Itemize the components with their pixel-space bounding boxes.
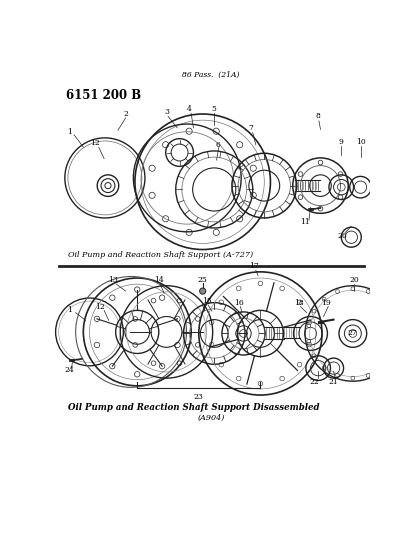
Text: 14: 14 bbox=[154, 276, 164, 284]
Text: 22: 22 bbox=[309, 378, 319, 386]
Text: 6151 200 B: 6151 200 B bbox=[66, 90, 141, 102]
Text: 19: 19 bbox=[321, 300, 331, 308]
Text: 20: 20 bbox=[349, 276, 359, 284]
Text: 9: 9 bbox=[339, 138, 344, 146]
Text: 7: 7 bbox=[249, 124, 254, 132]
Text: 15: 15 bbox=[201, 297, 211, 305]
Text: 10: 10 bbox=[356, 138, 365, 146]
Text: 2: 2 bbox=[123, 110, 128, 118]
Text: 86 Pass.  (21A): 86 Pass. (21A) bbox=[183, 71, 240, 79]
Text: 27: 27 bbox=[348, 329, 358, 337]
Text: 1: 1 bbox=[67, 128, 72, 136]
Text: 4: 4 bbox=[187, 106, 192, 114]
Text: 13: 13 bbox=[108, 276, 117, 284]
Text: 12: 12 bbox=[90, 139, 100, 147]
Text: 17: 17 bbox=[249, 262, 259, 270]
Circle shape bbox=[199, 288, 206, 294]
Text: (A904): (A904) bbox=[197, 414, 225, 422]
Text: 21: 21 bbox=[329, 378, 338, 386]
Text: 24: 24 bbox=[65, 366, 74, 374]
Text: 18: 18 bbox=[294, 300, 304, 308]
Text: 12: 12 bbox=[96, 303, 105, 311]
Text: 25: 25 bbox=[198, 276, 208, 284]
Text: 11: 11 bbox=[300, 218, 310, 226]
Text: 16: 16 bbox=[234, 300, 244, 308]
Text: 5: 5 bbox=[212, 106, 217, 114]
Text: 6: 6 bbox=[215, 141, 220, 149]
Text: Oil Pump and Reaction Shaft Support Disassembled: Oil Pump and Reaction Shaft Support Disa… bbox=[68, 403, 319, 412]
Text: 23: 23 bbox=[194, 393, 204, 401]
Text: Oil Pump and Reaction Shaft Support (A-727): Oil Pump and Reaction Shaft Support (A-7… bbox=[68, 251, 253, 259]
Text: 26: 26 bbox=[337, 232, 347, 240]
Text: 3: 3 bbox=[164, 109, 169, 117]
Text: 1: 1 bbox=[67, 306, 72, 314]
Text: 8: 8 bbox=[316, 112, 321, 120]
